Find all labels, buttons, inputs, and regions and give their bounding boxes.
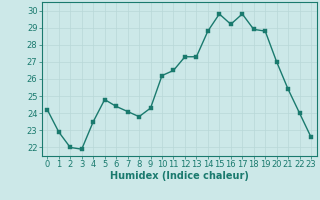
X-axis label: Humidex (Indice chaleur): Humidex (Indice chaleur) — [110, 171, 249, 181]
